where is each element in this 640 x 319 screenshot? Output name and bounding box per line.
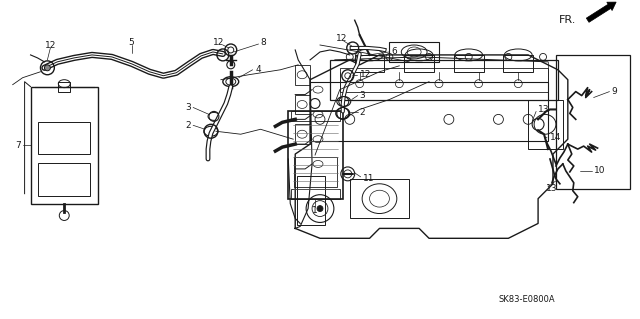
Text: 2: 2 [186, 121, 191, 130]
Text: 12: 12 [45, 41, 56, 49]
Bar [504, 55, 533, 72]
Text: 14: 14 [550, 133, 561, 142]
Text: 13: 13 [546, 184, 557, 193]
Bar [454, 55, 484, 72]
Text: 3: 3 [360, 91, 365, 100]
Text: 2: 2 [360, 108, 365, 117]
Text: 8: 8 [260, 38, 266, 47]
Bar [330, 60, 558, 100]
Text: FR.: FR. [558, 15, 576, 25]
Bar [528, 100, 563, 149]
Bar [556, 55, 630, 189]
Text: 4: 4 [255, 65, 261, 74]
Text: 11: 11 [363, 174, 374, 183]
Text: 10: 10 [593, 167, 605, 175]
Bar [349, 179, 409, 219]
Bar [38, 122, 90, 154]
Bar [295, 65, 310, 85]
Text: 12: 12 [360, 70, 371, 79]
Bar [31, 87, 98, 204]
Bar [295, 124, 310, 144]
Bar [297, 176, 325, 226]
Text: 12: 12 [213, 38, 225, 47]
Bar [58, 82, 70, 92]
Ellipse shape [317, 205, 323, 211]
Bar [38, 163, 90, 196]
Text: 9: 9 [611, 87, 617, 96]
Bar [294, 157, 337, 187]
Circle shape [44, 65, 51, 71]
Text: 1: 1 [312, 206, 318, 215]
Bar [389, 42, 439, 62]
Bar [310, 82, 548, 141]
Bar [291, 189, 340, 199]
Text: 12: 12 [336, 33, 348, 42]
Bar [291, 111, 340, 121]
Text: 5: 5 [129, 38, 134, 47]
Text: 3: 3 [186, 103, 191, 112]
Bar [340, 68, 548, 92]
Bar [288, 111, 343, 199]
Bar [295, 94, 310, 115]
Bar [355, 55, 385, 72]
Text: SK83-E0800A: SK83-E0800A [499, 295, 555, 304]
Text: 7: 7 [15, 141, 20, 150]
Text: 6: 6 [392, 48, 397, 56]
Bar [404, 55, 434, 72]
Text: 13: 13 [538, 105, 550, 114]
FancyArrow shape [586, 2, 616, 22]
